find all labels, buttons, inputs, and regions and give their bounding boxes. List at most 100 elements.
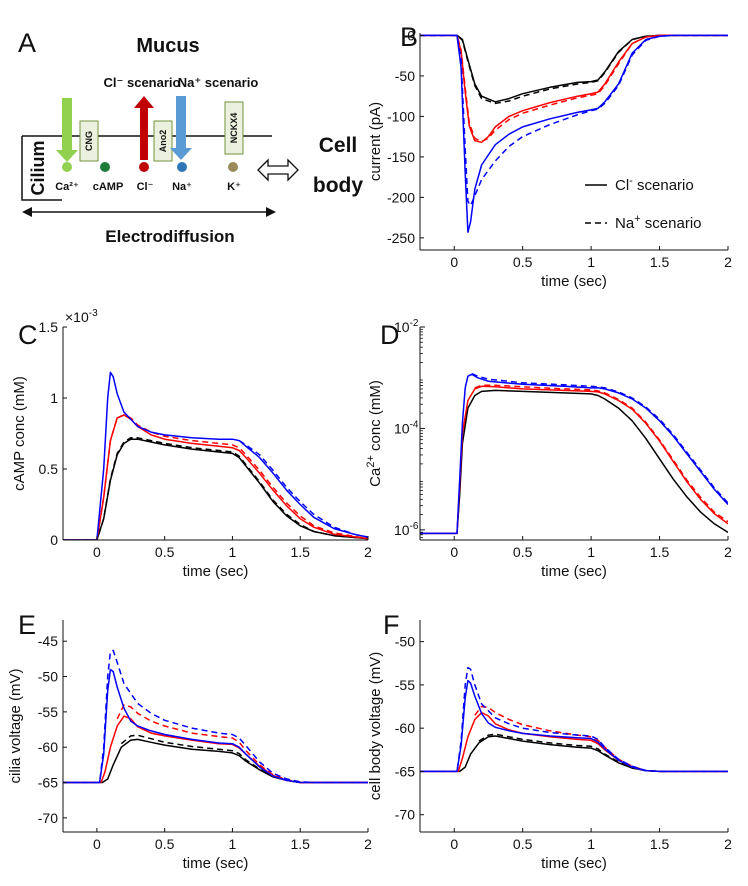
x-tick-label: 0 [93, 544, 101, 560]
cl-label: Cl⁻ [137, 181, 154, 193]
x-tick-label: 2 [364, 836, 372, 852]
series-line-blue-dashed [63, 649, 368, 784]
ca-label: Ca²⁺ [55, 181, 79, 193]
y-tick-label: -200 [387, 189, 415, 205]
panel-a-diagram: A Mucus Cl⁻ scenario Na⁺ scenario Cilium… [18, 28, 363, 246]
y-tick-label: -65 [395, 763, 415, 779]
y-tick-label: 10-2 [394, 318, 419, 335]
series-line-blue-solid [63, 371, 368, 540]
y-tick-label: -45 [38, 633, 58, 649]
x-tick-label: 1 [229, 836, 237, 852]
series-line-black-solid [420, 389, 728, 535]
cng-label: CNG [84, 131, 94, 151]
cell-body-label-2: body [313, 174, 363, 197]
x-tick-label: 1 [587, 544, 595, 560]
panel-f-label: F [383, 610, 400, 640]
x-tick-label: 1.5 [650, 544, 670, 560]
panel-d-label: D [380, 320, 400, 350]
electrodiffusion-label: Electrodiffusion [105, 227, 234, 246]
x-tick-label: 0.5 [513, 836, 533, 852]
x-tick-label: 0.5 [155, 836, 175, 852]
series-line-blue-dashed [420, 34, 728, 207]
x-tick-label: 0 [450, 254, 458, 270]
ano2-label: Ano2 [158, 130, 168, 153]
series-group [420, 373, 728, 535]
y-tick-label: -150 [387, 149, 415, 165]
x-axis-label: time (sec) [183, 855, 249, 872]
x-tick-label: 0 [450, 836, 458, 852]
panel-b-label: B [400, 22, 418, 52]
series-line-black-solid [63, 738, 368, 784]
nckx4-label: NCKX4 [229, 113, 239, 144]
y-tick-label: 0 [50, 532, 58, 548]
x-axis-label: time (sec) [541, 855, 607, 872]
y-axis-label: cilia voltage (mV) [7, 668, 24, 783]
series-group [420, 34, 728, 233]
y-tick-label: -55 [38, 704, 58, 720]
x-tick-label: 0.5 [155, 544, 175, 560]
x-axis-label: time (sec) [183, 563, 249, 580]
camp-dot [100, 162, 110, 172]
y-tick-label: 1 [50, 390, 58, 406]
x-tick-label: 0.5 [513, 254, 533, 270]
k-label: K⁺ [227, 181, 241, 193]
series-line-red-solid [420, 711, 728, 773]
na-label: Na⁺ [172, 181, 192, 193]
series-line-blue-solid [420, 679, 728, 773]
x-tick-label: 0 [93, 836, 101, 852]
series-line-blue-dashed [471, 373, 728, 504]
panel-f-chart: 0 0.5 1 1.5 2 -50 -55 -60 -65 -70 time (sec) cell b… [367, 610, 732, 872]
x-tick-label: 1.5 [650, 836, 670, 852]
panel-b-chart: 0 0.5 1 1.5 2 0 -50 -100 -150 -200 -250 time (sec) c… [367, 22, 732, 290]
x-tick-label: 1 [587, 254, 595, 270]
cilium-label: Cilium [28, 140, 48, 195]
y-tick-label: -70 [395, 807, 415, 823]
ca-influx-arrow [56, 98, 78, 162]
cl-efflux-arrow [134, 96, 154, 160]
series-line-red-solid [420, 385, 728, 535]
cilium-outline [21, 136, 62, 201]
y-tick-label: -70 [38, 810, 58, 826]
x-tick-label: 1 [229, 544, 237, 560]
y-tick-label: -65 [38, 775, 58, 791]
camp-label: cAMP [93, 181, 124, 193]
y-tick-label: -60 [38, 739, 58, 755]
x-tick-label: 2 [724, 544, 732, 560]
series-line-blue-solid [420, 34, 728, 233]
series-line-red-solid [63, 715, 368, 784]
y-tick-label: 1.5 [39, 319, 59, 335]
y-tick-label: 0 [407, 27, 415, 43]
panel-a-label: A [18, 28, 36, 58]
x-tick-label: 2 [364, 544, 372, 560]
electrodiffusion-arrow-right [266, 207, 276, 217]
series-group [63, 649, 368, 784]
y-tick-label: 10-4 [394, 419, 419, 436]
cng-channel-box [79, 120, 99, 162]
y-tick-label: -250 [387, 230, 415, 246]
panel-e-label: E [18, 610, 36, 640]
x-axis-label: time (sec) [541, 273, 607, 290]
k-ion-dot [228, 162, 238, 172]
y-axis-label: cAMP conc (mM) [11, 376, 28, 491]
x-tick-label: 1.5 [290, 544, 310, 560]
x-tick-label: 1.5 [290, 836, 310, 852]
na-scenario-label: Na⁺ scenario [178, 75, 259, 90]
series-line-red-dashed [63, 414, 368, 540]
electrodiffusion-arrow-left [22, 207, 32, 217]
series-line-red-dashed [116, 704, 368, 784]
series-line-red-dashed [420, 34, 728, 143]
y-tick-label: -50 [395, 634, 415, 650]
cilium-cellbody-exchange-arrow [257, 158, 299, 182]
y-tick-label: -60 [395, 720, 415, 736]
panel-c-chart: 0 0.5 1 1.5 2 0 0.5 1 1.5 time (sec) cAMP conc (mM… [11, 308, 372, 580]
cl-ion-dot [139, 162, 149, 172]
y-tick-label: -55 [395, 677, 415, 693]
x-tick-label: 1.5 [650, 254, 670, 270]
panel-d-chart: 0 0.5 1 1.5 2 10-6 10-4 10-2 time (sec) Ca2+ conc… [365, 318, 732, 580]
chart-legend: Cl- scenario Na+ scenario [585, 175, 702, 232]
x-tick-label: 0 [450, 544, 458, 560]
x-tick-label: 2 [724, 836, 732, 852]
panel-c-label: C [18, 320, 38, 350]
y-tick-label: 10-6 [394, 521, 419, 538]
